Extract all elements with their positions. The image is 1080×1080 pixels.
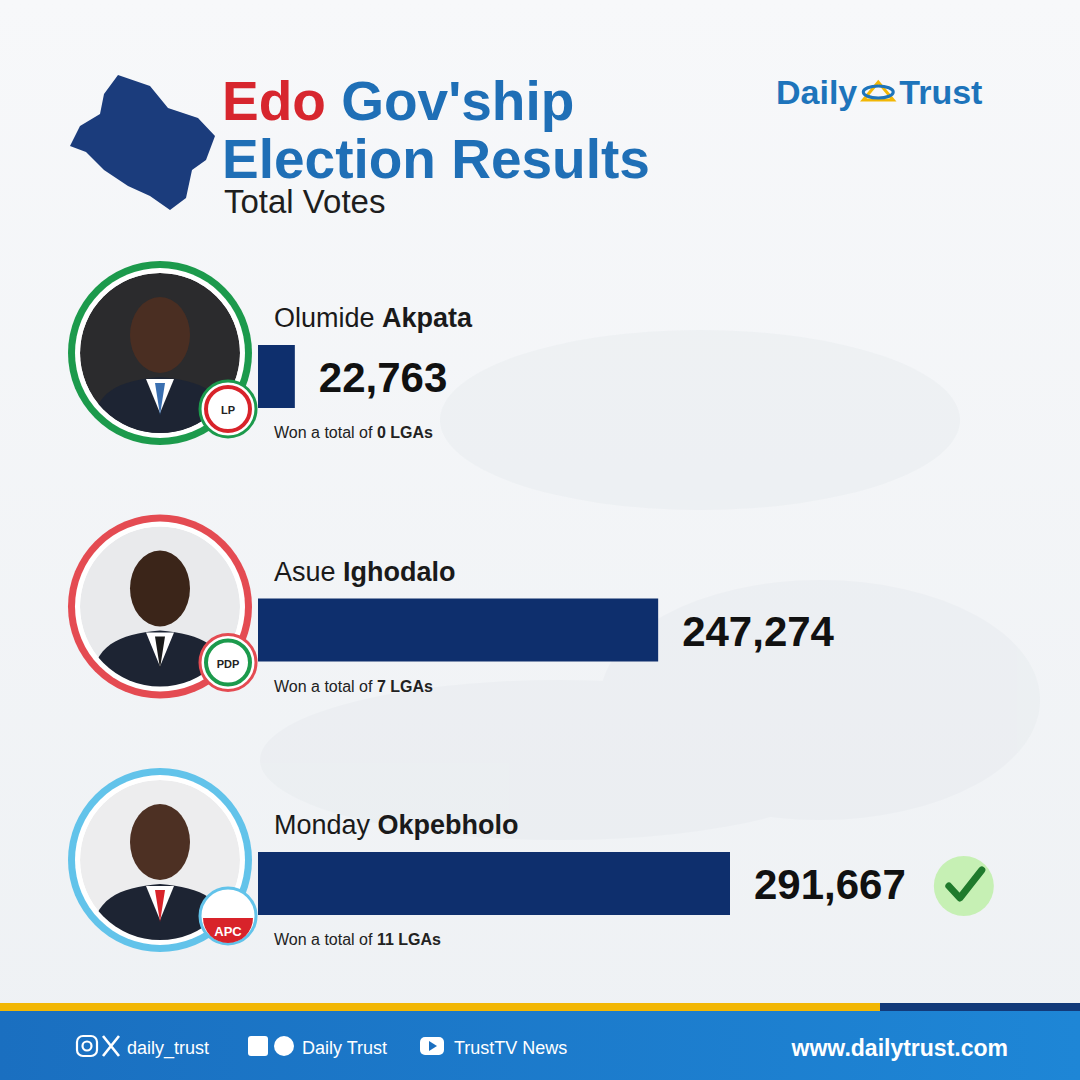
badge-circle [200,888,256,944]
bar [258,852,730,915]
footer-video: TrustTV News [454,1038,567,1058]
portrait [68,768,252,952]
haze [260,680,860,840]
data-label: 22,763 [319,354,447,401]
footer-website: www.dailytrust.com [791,1035,1008,1061]
icon-linkedin [248,1036,268,1056]
badge-circle [200,635,256,691]
party-badge: LP [200,381,256,437]
winner-check [934,856,994,916]
party-badge: PDP [200,635,256,691]
party-badge: APC [200,888,256,944]
footer-bar [0,1011,1080,1080]
title: Edo Gov'shipElection Results [222,70,650,190]
photo-tie [155,637,165,669]
bars [258,345,730,915]
badge-circle [200,381,256,437]
logo-icon [863,82,893,100]
portrait-gap [75,522,245,692]
logo-ring [863,86,893,98]
subtitle: Total Votes [224,183,385,220]
icon-x [103,1036,119,1056]
candidate-name: Olumide Akpata [274,303,473,333]
background [0,0,1080,1080]
logo: DailyTrust [776,73,982,111]
badge-inner [206,641,250,685]
data-label: 247,274 [682,608,834,655]
footer-stripe [0,1003,880,1011]
photo-tie [155,383,165,415]
annotation: Won a total of 11 LGAs [274,931,441,948]
chart: Edo Gov'shipElection ResultsTotal Votes D… [0,0,1080,1080]
icon-facebook [274,1036,294,1056]
footer-stripe [880,1003,1080,1011]
logo-triangle [863,82,893,100]
icon-instagram [77,1036,97,1056]
footer-social: daily_trust [127,1038,209,1059]
data-label: 291,667 [754,861,906,908]
photo-tie [155,890,165,922]
bar [258,599,658,662]
haze [440,330,960,510]
photo-head [130,297,190,373]
annotation: Won a total of 0 LGAs [274,424,433,441]
party-label: PDP [217,658,240,670]
portrait-ring [68,768,252,952]
state-map [70,75,215,210]
check-circle [934,856,994,916]
footer-pages: Daily Trust [302,1038,387,1058]
photo-head [130,804,190,880]
icon-youtube [420,1037,444,1055]
candidate-name: Asue Ighodalo [274,557,456,587]
bar [258,345,295,408]
photo-head [130,551,190,627]
badge-inner [206,387,250,431]
party-label: LP [221,404,235,416]
icon-youtube-play [429,1041,437,1051]
candidate-name: Monday Okpebholo [274,810,519,840]
icon-instagram-lens [83,1042,92,1051]
annotation: Won a total of 7 LGAs [274,678,433,695]
badge-lower [203,918,253,943]
check-mark [949,870,982,898]
background-haze [260,330,1040,840]
party-label: APC [214,924,242,939]
